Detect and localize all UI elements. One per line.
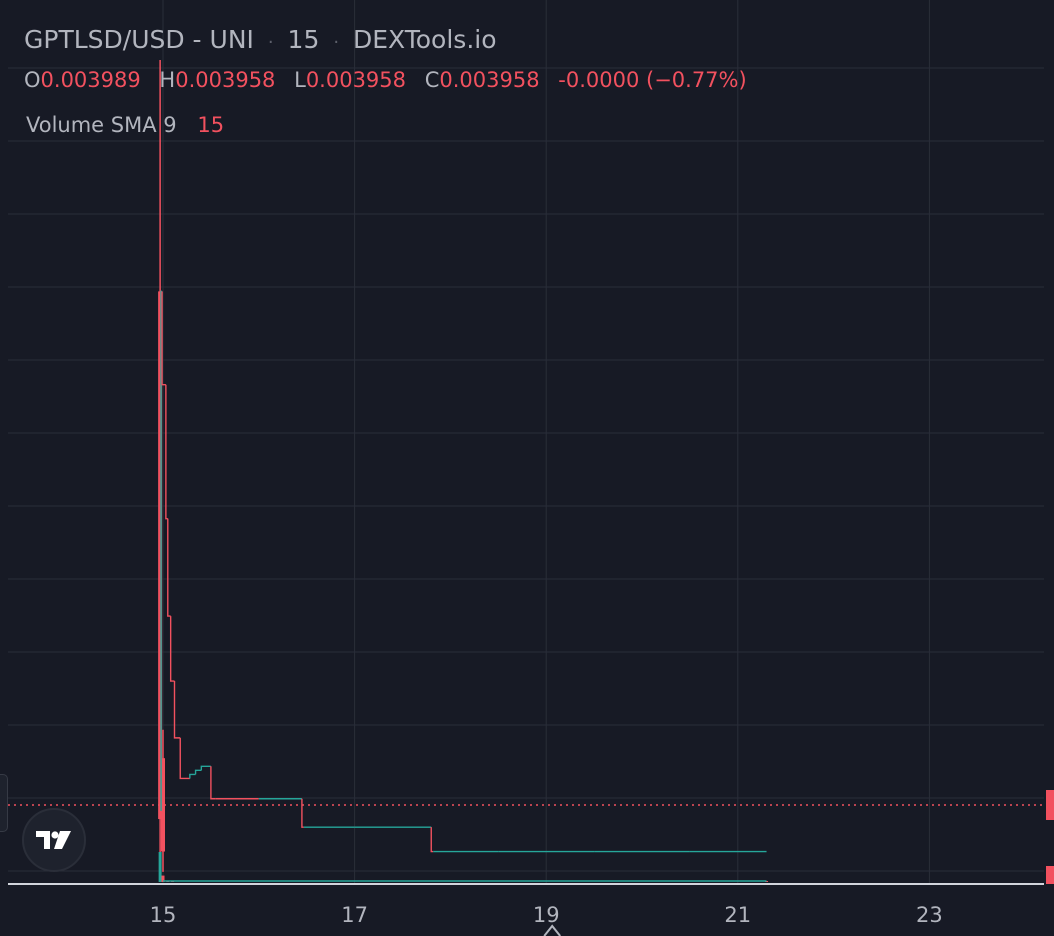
chevron-up-icon: [543, 924, 561, 936]
price-line-segment: [169, 616, 175, 682]
chart-series: [8, 60, 1044, 882]
volume-bar: [158, 852, 162, 882]
change-value: -0.0000 (−0.77%): [558, 68, 747, 92]
price-line-segment: [194, 769, 202, 775]
price-line-segment: [167, 518, 171, 617]
candle-body: [161, 758, 165, 852]
separator: ·: [333, 32, 340, 53]
symbol-name[interactable]: GPTLSD/USD - UNI: [24, 25, 254, 54]
x-tick-label: 15: [150, 903, 177, 927]
close-key: C: [424, 68, 440, 92]
x-tick-label: 17: [341, 903, 368, 927]
price-line-segment: [179, 737, 190, 780]
tradingview-logo-icon[interactable]: [22, 808, 86, 872]
high-value: 0.003958: [175, 68, 276, 92]
separator: ·: [267, 32, 274, 53]
time-axis: 15 17 19 21 23: [8, 883, 1044, 936]
price-line-segment: [173, 681, 181, 739]
price-line-segment: [165, 384, 168, 520]
ohlc-values: O0.003989 H0.003958 L0.003958 C0.003958 …: [24, 65, 759, 95]
volume-legend[interactable]: Volume SMA 9 15: [26, 110, 224, 140]
open-value: 0.003989: [40, 68, 141, 92]
price-line-segment: [189, 773, 196, 779]
high-key: H: [159, 68, 176, 92]
price-line-segment: [430, 827, 434, 853]
close-value: 0.003958: [439, 68, 540, 92]
x-tick-label: 19: [533, 903, 560, 927]
candle-body: [158, 291, 163, 820]
last-price-marker: [1046, 790, 1054, 820]
price-line-segment: [301, 798, 304, 828]
low-value: 0.003958: [305, 68, 407, 92]
chart-legend: GPTLSD/USD - UNI · 15 · DEXTools.io O0.0…: [24, 22, 759, 95]
price-line-segment: [161, 291, 166, 386]
volume-bar: [161, 875, 165, 882]
volume-label: Volume SMA 9: [26, 113, 177, 137]
panel-collapse-handle[interactable]: [0, 774, 8, 832]
low-key: L: [294, 68, 306, 92]
source-label: DEXTools.io: [353, 25, 497, 54]
price-line-segment: [200, 765, 211, 771]
volume-price-marker: [1046, 866, 1054, 884]
symbol-title: GPTLSD/USD - UNI · 15 · DEXTools.io: [24, 22, 759, 61]
open-key: O: [24, 68, 41, 92]
price-line-segment: [160, 290, 163, 811]
volume-value: 15: [197, 113, 225, 137]
price-line-segment: [210, 766, 216, 800]
x-tick-label: 21: [724, 903, 751, 927]
x-tick-label: 23: [916, 903, 943, 927]
interval-label[interactable]: 15: [287, 25, 320, 54]
